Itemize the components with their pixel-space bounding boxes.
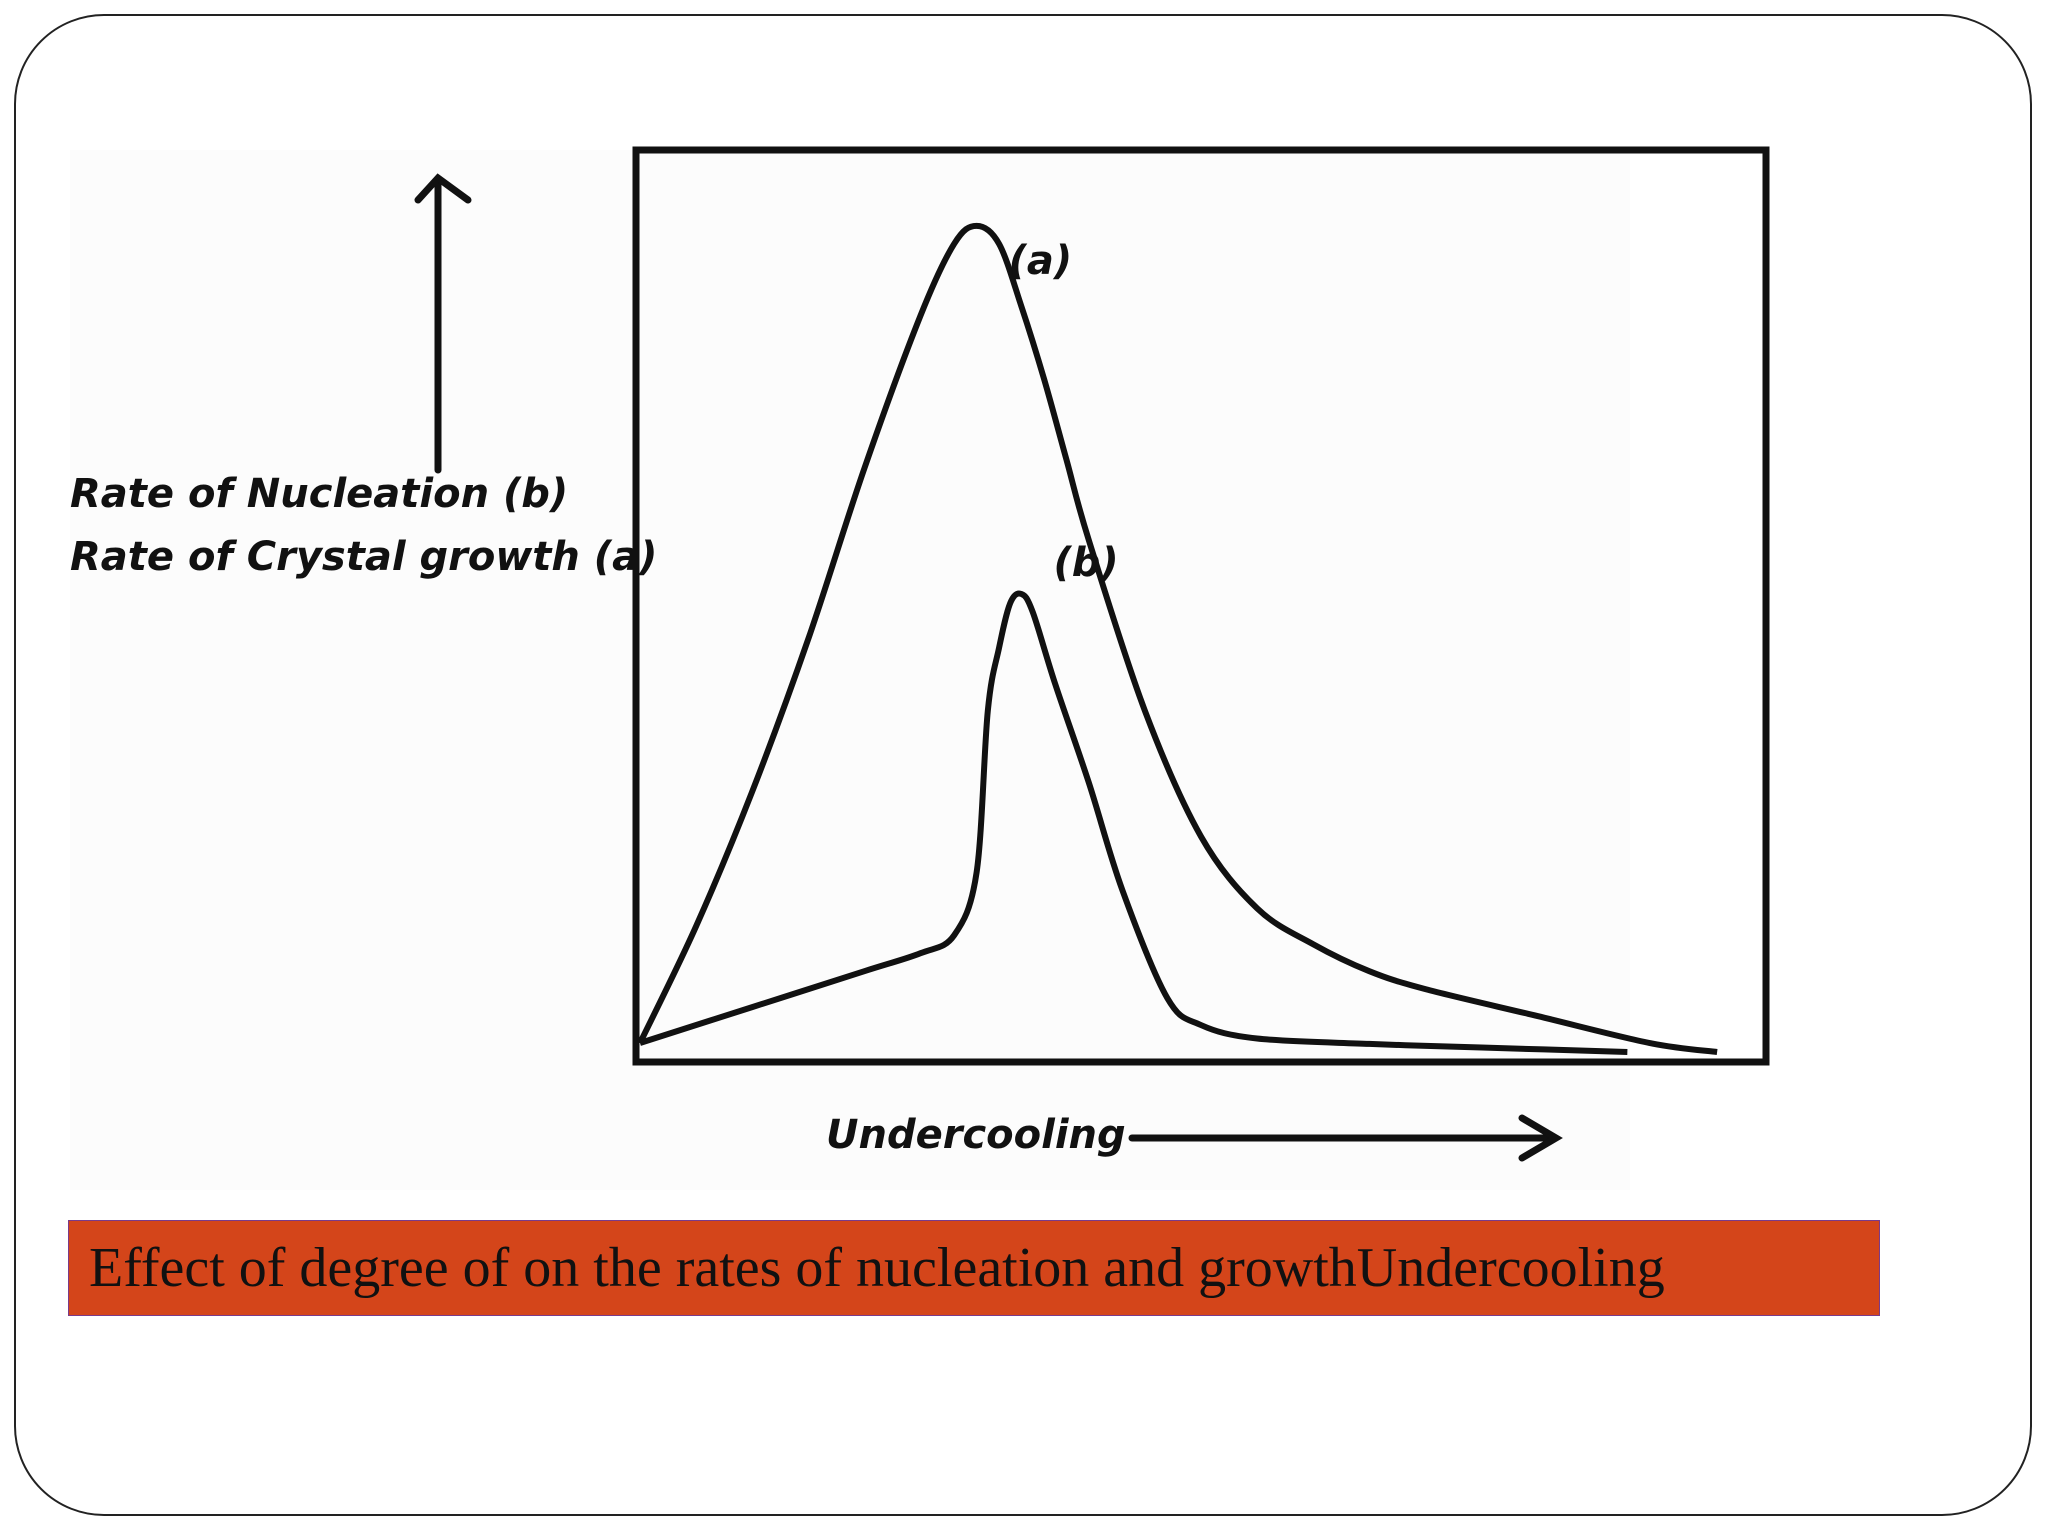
ylabel-line-1: Rate of Nucleation (b) [70,471,568,517]
series-line-b [639,590,1628,1055]
ylabel-line-2: Rate of Crystal growth (a) [70,534,657,580]
y-axis-arrow [414,173,472,474]
series-line-a [637,222,1718,1055]
caption-banner: Effect of degree of on the rates of nucl… [68,1220,1880,1316]
caption-text: Effect of degree of on the rates of nucl… [89,1237,1665,1299]
x-axis-arrow [1128,1114,1563,1162]
plot-frame [632,146,1770,1066]
series-label-a: (a) [1009,238,1073,284]
figure-area [70,150,1630,1190]
series-label-b: (b) [1053,540,1118,586]
xlabel: Undercooling [826,1112,1126,1158]
